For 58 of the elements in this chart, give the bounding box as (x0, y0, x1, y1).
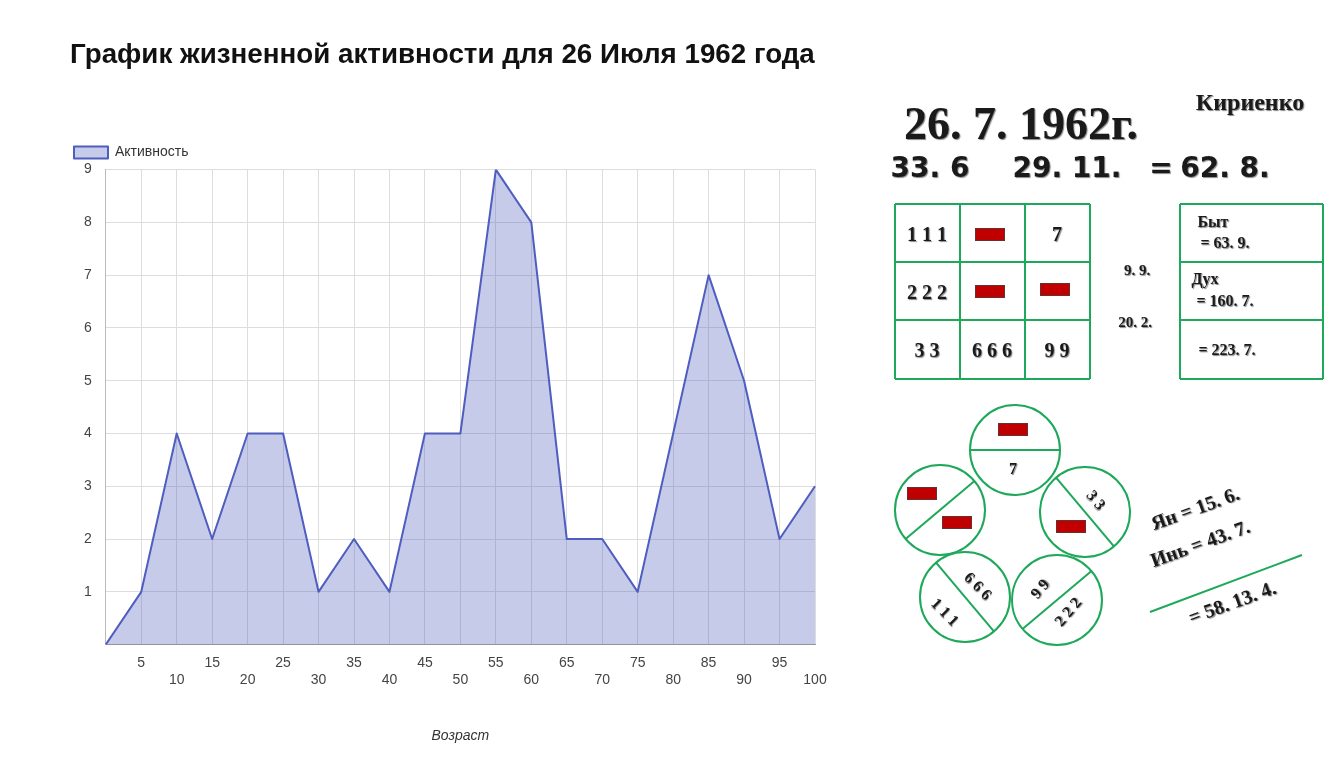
x-tick-label: 60 (523, 670, 540, 687)
text: = 160. 7. (1196, 292, 1254, 309)
x-tick-label: 80 (665, 670, 682, 687)
text: 33. 6 (890, 151, 970, 184)
text: 26. 7. 1962г. (903, 98, 1139, 149)
text: 3 3 (1083, 486, 1110, 513)
text: 6 6 6 (972, 339, 1012, 361)
x-tick-label: 35 (346, 653, 363, 670)
y-tick-label: 7 (83, 266, 92, 283)
y-tick-label: 6 (83, 318, 92, 335)
y-tick-label: 3 (83, 477, 92, 494)
text: 1 1 1 (907, 223, 947, 245)
text: 20. 2. (1118, 313, 1152, 330)
y-tick-label: 9 (83, 160, 92, 177)
x-tick-label: 65 (558, 653, 575, 670)
y-tick-label: 5 (83, 371, 92, 388)
x-tick-label: 10 (168, 670, 185, 687)
text: 7 (1052, 223, 1062, 245)
y-tick-label: 8 (83, 213, 92, 230)
text: 6 6 6 (961, 568, 996, 603)
x-axis-title: Возраст (431, 727, 490, 744)
legend-label: Активность (115, 143, 189, 160)
text: 9. 9. (1123, 261, 1151, 278)
x-tick-label: 30 (310, 670, 327, 687)
x-tick-label: 55 (488, 653, 504, 670)
text: Дух (1191, 270, 1219, 287)
text: 2 2 2 (907, 281, 947, 303)
x-tick-label: 100 (803, 670, 827, 687)
text: Кириенко (1195, 89, 1305, 115)
chart-title: График жизненной активности для 26 Июля 1962 года (70, 37, 816, 69)
text: 62. 8. (1180, 151, 1270, 184)
text: Быт (1197, 213, 1229, 230)
text: = 63. 9. (1200, 234, 1250, 251)
x-tick-label: 50 (452, 670, 469, 687)
text: 7 (1009, 460, 1017, 477)
text: = 223. 7. (1198, 341, 1256, 358)
text: 2 2 2 (1050, 593, 1085, 630)
y-tick-label: 2 (83, 529, 92, 546)
x-tick-label: 45 (417, 653, 433, 670)
x-tick-label: 40 (381, 670, 398, 687)
text: = (1149, 151, 1173, 184)
text: 3 3 (914, 339, 940, 361)
x-tick-label: 75 (629, 653, 646, 670)
x-tick-label: 5 (137, 653, 146, 670)
x-tick-label: 20 (239, 670, 256, 687)
x-tick-label: 85 (700, 653, 717, 670)
text: 9 9 (1026, 575, 1053, 602)
x-tick-label: 25 (275, 653, 292, 670)
x-tick-label: 95 (771, 653, 788, 670)
text: 9 9 (1044, 339, 1070, 361)
y-tick-label: 1 (83, 582, 92, 599)
x-tick-label: 15 (204, 653, 221, 670)
x-tick-label: 90 (736, 670, 753, 687)
text: 1 1 1 (928, 594, 963, 629)
text: 29. 11. (1012, 151, 1122, 184)
text: = 58. 13. 4. (1185, 576, 1279, 628)
x-tick-label: 70 (594, 670, 611, 687)
y-tick-label: 4 (83, 424, 92, 441)
